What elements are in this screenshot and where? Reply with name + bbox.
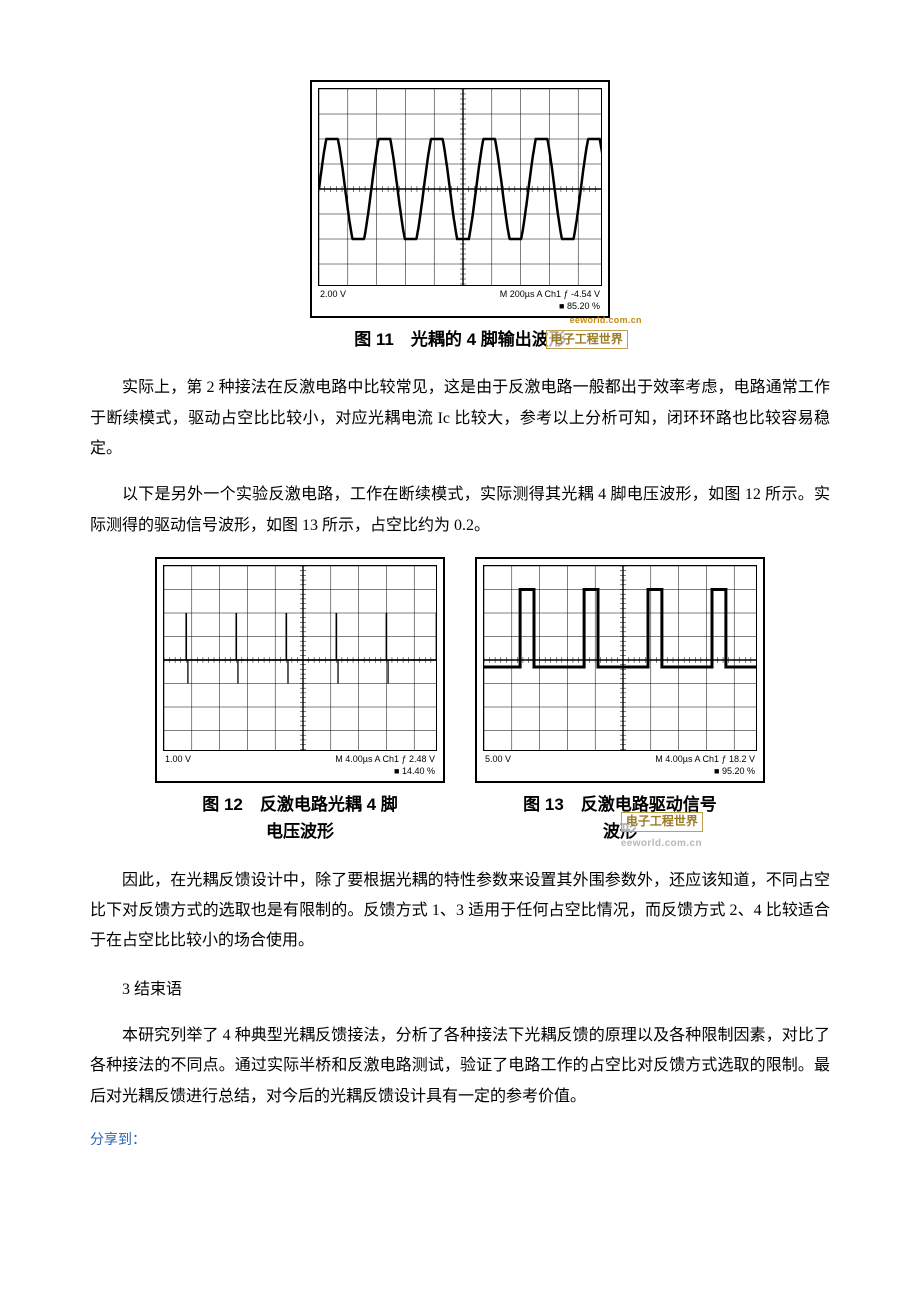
document-page: 2.00 V M 200µs A Ch1 ƒ -4.54 V ■ 85.20 %… (0, 0, 920, 1215)
scope-label-left: 2.00 V (320, 290, 346, 300)
figure-11-caption-wrap: 图 11 光耦的 4 脚输出波形 电子工程世界 eeworld.com.cn (354, 326, 566, 353)
figure-12: 1.00 V M 4.00µs A Ch1 ƒ 2.48 V ■ 14.40 %… (155, 557, 445, 845)
watermark-text: 电子工程世界 (621, 812, 703, 831)
watermark-text: 电子工程世界 (546, 330, 628, 349)
scope-label-right: M 4.00µs A Ch1 ƒ 2.48 V (335, 755, 435, 765)
section-heading: 3 结束语 (90, 975, 830, 1005)
figure-13-caption: 图 13 反激电路驱动信号 波形 电子工程世界 eeworld.com.cn (523, 791, 717, 845)
paragraph-3: 因此，在光耦反馈设计中，除了要根据光耦的特性参数来设置其外围参数外，还应该知道，… (90, 866, 830, 957)
oscilloscope-fig12: 1.00 V M 4.00µs A Ch1 ƒ 2.48 V ■ 14.40 % (155, 557, 445, 783)
paragraph-2: 以下是另外一个实验反激电路，工作在断续模式，实际测得其光耦 4 脚电压波形，如图… (90, 480, 830, 541)
figure-12-caption: 图 12 反激电路光耦 4 脚 电压波形 (202, 791, 398, 845)
figure-11: 2.00 V M 200µs A Ch1 ƒ -4.54 V ■ 85.20 %… (90, 80, 830, 353)
figure-12-caption-line1: 图 12 反激电路光耦 4 脚 (202, 791, 398, 818)
oscilloscope-fig13: 5.00 V M 4.00µs A Ch1 ƒ 18.2 V ■ 95.20 % (475, 557, 765, 783)
paragraph-1: 实际上，第 2 种接法在反激电路中比较常见，这是由于反激电路一般都出于效率考虑，… (90, 373, 830, 464)
watermark-fig13: 电子工程世界 eeworld.com.cn (621, 806, 761, 851)
scope-label-right2: ■ 95.20 % (714, 767, 755, 777)
scope-label-left: 5.00 V (485, 755, 511, 765)
figure-13: 5.00 V M 4.00µs A Ch1 ƒ 18.2 V ■ 95.20 %… (475, 557, 765, 845)
scope-label-right: M 4.00µs A Ch1 ƒ 18.2 V (655, 755, 755, 765)
figure-12-caption-line2: 电压波形 (202, 818, 398, 845)
scope-label-right2: ■ 14.40 % (394, 767, 435, 777)
scope-label-right2: ■ 85.20 % (559, 302, 600, 312)
figure-row-12-13: 1.00 V M 4.00µs A Ch1 ƒ 2.48 V ■ 14.40 %… (90, 557, 830, 845)
figure-11-caption: 图 11 光耦的 4 脚输出波形 (354, 330, 566, 349)
watermark-fig11: 电子工程世界 (546, 324, 666, 351)
watermark-url: eeworld.com.cn (570, 313, 642, 327)
oscilloscope-fig11: 2.00 V M 200µs A Ch1 ƒ -4.54 V ■ 85.20 % (310, 80, 610, 318)
scope-label-right: M 200µs A Ch1 ƒ -4.54 V (500, 290, 600, 300)
watermark-sub: eeworld.com.cn (621, 836, 761, 852)
share-label[interactable]: 分享到： (90, 1128, 830, 1155)
paragraph-4: 本研究列举了 4 种典型光耦反馈接法，分析了各种接法下光耦反馈的原理以及各种限制… (90, 1021, 830, 1112)
scope-label-left: 1.00 V (165, 755, 191, 765)
